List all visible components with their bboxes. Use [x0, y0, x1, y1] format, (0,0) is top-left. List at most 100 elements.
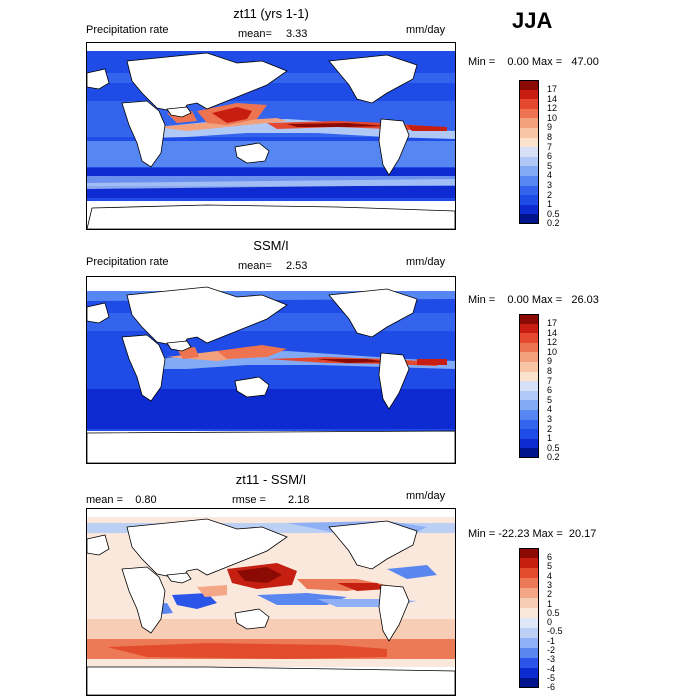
- panel2-swatch-15: [519, 448, 539, 458]
- panel3-cb-label: 5: [547, 561, 553, 572]
- panel2-swatch-11: [519, 410, 539, 420]
- panel2-colorbar: 17 14 12 10 9 8 7 6 5 4 3 2 1 0.5 0.2: [519, 314, 560, 462]
- panel3-cb-label: -6: [547, 682, 556, 693]
- panel1-cb-label: 2: [547, 189, 553, 200]
- panel2-cb-label: 0.5: [547, 442, 560, 453]
- panel3-swatch-11: [519, 648, 539, 658]
- panel3-colorbar-frame: [519, 548, 539, 688]
- panel3-mean: mean = 0.80: [86, 494, 157, 506]
- panel1-mean-label: mean=: [238, 28, 272, 40]
- panel3-cb-label: -3: [547, 654, 556, 665]
- panel3-cb-label: 6: [547, 552, 553, 562]
- panel3-swatch-7: [519, 608, 539, 618]
- panel3-swatch-2: [519, 558, 539, 568]
- panel1-swatch-2: [519, 89, 539, 100]
- panel1-cb-label: 8: [547, 132, 553, 142]
- panel3-swatch-6: [519, 598, 539, 608]
- panel1-swatch-13: [519, 195, 539, 205]
- panel2-swatch-14: [519, 438, 539, 449]
- panel1-swatch-10: [519, 166, 539, 176]
- season-label: JJA: [512, 8, 553, 33]
- panel2-mean-label: mean=: [238, 260, 272, 272]
- panel2-mean-value: 2.53: [286, 260, 308, 272]
- panel2-title: SSM/I: [253, 238, 289, 253]
- panel2-cb-label: 2: [547, 423, 553, 434]
- panel3-cb-label: 1: [547, 598, 553, 609]
- panel1-title: zt11 (yrs 1-1): [233, 6, 309, 21]
- panel1-mean-value: 3.33: [286, 28, 308, 40]
- panel2-swatch-13: [519, 429, 539, 439]
- panel2-cb-label: 7: [547, 375, 553, 386]
- panel3-swatch-12: [519, 658, 539, 668]
- panel2-swatch-5: [519, 352, 539, 362]
- panel1-swatch-8: [519, 147, 539, 157]
- panel1-colorbar: 17 14 12 10 9 8 7 6 5 4 3 2 1 0.5 0.2: [519, 80, 560, 228]
- panel3-cb-label: -2: [547, 645, 556, 655]
- panel2-cb-label: 4: [547, 404, 553, 415]
- panel1-cb-label: 12: [547, 103, 558, 114]
- panel2-cb-label: 8: [547, 366, 553, 376]
- panel1-minmax: Min = 0.00 Max = 47.00: [468, 56, 599, 68]
- panel1-swatch-6: [519, 128, 539, 138]
- panel2-swatch-8: [519, 381, 539, 391]
- panel2-minmax: Min = 0.00 Max = 26.03: [468, 294, 599, 306]
- panel3-rmse-value: 2.18: [288, 494, 310, 506]
- panel2-swatch-2: [519, 323, 539, 334]
- panel2-cb-label: 3: [547, 414, 553, 424]
- panel3-cb-label: -4: [547, 663, 556, 674]
- panel3-cb-label: -0.5: [547, 626, 563, 637]
- panel2-cb-label: 14: [547, 327, 558, 338]
- panel1-cb-label: 10: [547, 112, 558, 123]
- panel1-swatch-12: [519, 185, 539, 196]
- panel1-swatch-3: [519, 99, 539, 109]
- panel3-swatch-3: [519, 568, 539, 578]
- panel1-cb-label: 0.2: [547, 218, 560, 229]
- panel2-swatch-3: [519, 333, 539, 343]
- panel2-map-svg: [87, 277, 455, 463]
- panel2-swatch-9: [519, 390, 539, 401]
- panel3-unit: mm/day: [406, 490, 446, 502]
- panel3-swatch-5: [519, 588, 539, 598]
- panel1-colorbar-frame: [519, 80, 539, 224]
- panel1-cb-label: 14: [547, 93, 558, 104]
- panel2-cb-label: 6: [547, 385, 553, 396]
- panel2-colorbar-frame: [519, 314, 539, 458]
- panel3-rmse-label: rmse =: [232, 494, 266, 506]
- panel3-swatch-1: [519, 548, 539, 558]
- panel1-swatch-5: [519, 118, 539, 128]
- panel1-cb-label: 7: [547, 141, 553, 152]
- panel2-swatch-12: [519, 419, 539, 430]
- panel1-cb-label: 17: [547, 84, 558, 94]
- panel3-map: [86, 508, 456, 696]
- panel3-swatch-14: [519, 678, 539, 688]
- panel2-swatch-4: [519, 342, 539, 353]
- panel2-cb-label: 9: [547, 356, 553, 367]
- panel3-title: zt11 - SSM/I: [235, 472, 307, 487]
- panel1-swatch-1: [519, 80, 539, 90]
- panel2-cb-label: 17: [547, 318, 558, 328]
- panel3-colorbar: 6 5 4 3 2 1 0.5 0 -0.5 -1 -2 -3 -4 -5 -6: [519, 548, 563, 692]
- panel3-cb-label: -1: [547, 635, 556, 646]
- panel3-swatch-13: [519, 668, 539, 678]
- panel1-unit: mm/day: [406, 24, 446, 36]
- panel2-swatch-7: [519, 371, 539, 382]
- panel1-cb-label: 6: [547, 151, 553, 162]
- panel3-cb-label: 3: [547, 579, 553, 590]
- panel3-cb-label: -5: [547, 672, 556, 683]
- panel3-cb-label: 0: [547, 617, 553, 628]
- panel2-cb-label: 0.2: [547, 452, 560, 463]
- panel2-swatch-6: [519, 362, 539, 372]
- panel1-swatch-11: [519, 176, 539, 186]
- panel2-cb-label: 1: [547, 433, 553, 444]
- panel1-cb-label: 9: [547, 122, 553, 133]
- panel2-cb-label: 12: [547, 337, 558, 348]
- panel1-swatch-14: [519, 204, 539, 215]
- panel1-cb-label: 0.5: [547, 208, 560, 219]
- panel2-unit: mm/day: [406, 256, 446, 268]
- panel3-cb-label: 2: [547, 589, 553, 600]
- panel3-cb-label: 0.5: [547, 607, 560, 618]
- panel3-swatch-10: [519, 638, 539, 648]
- panel3-swatch-8: [519, 618, 539, 628]
- panel1-map-svg: [87, 43, 455, 229]
- panel1-field-label: Precipitation rate: [86, 24, 169, 36]
